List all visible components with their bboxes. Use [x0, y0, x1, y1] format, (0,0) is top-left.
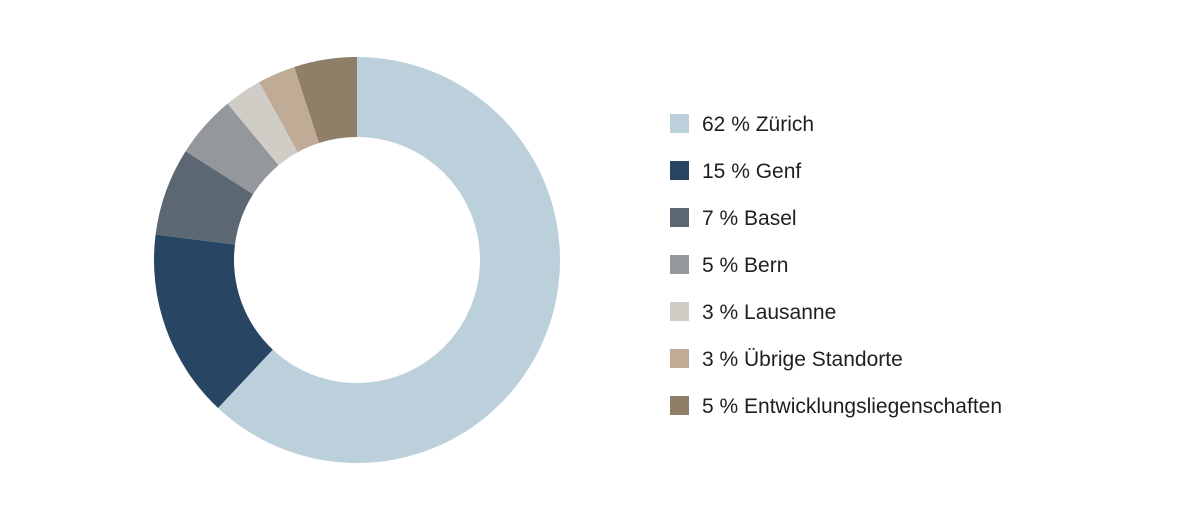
- legend-item: 7 % Basel: [670, 207, 797, 230]
- legend-item: 5 % Entwicklungsliegenschaften: [670, 395, 1002, 418]
- legend-item: 3 % Übrige Standorte: [670, 348, 903, 371]
- legend-swatch: [670, 255, 689, 274]
- legend-item: 5 % Bern: [670, 254, 788, 277]
- legend-label: 5 % Bern: [702, 254, 788, 277]
- legend-item: 62 % Zürich: [670, 113, 814, 136]
- legend-swatch: [670, 161, 689, 180]
- donut-slice-0: [218, 57, 561, 463]
- legend-swatch: [670, 396, 689, 415]
- legend-label: 15 % Genf: [702, 160, 801, 183]
- legend-item: 15 % Genf: [670, 160, 801, 183]
- donut-slice-2: [155, 151, 254, 245]
- donut-slice-6: [294, 57, 357, 144]
- legend-label: 5 % Entwicklungsliegenschaften: [702, 395, 1002, 418]
- legend-item: 3 % Lausanne: [670, 301, 836, 324]
- donut-slice-3: [185, 103, 279, 195]
- legend-swatch: [670, 302, 689, 321]
- legend: 62 % Zürich 15 % Genf 7 % Basel 5 % Bern 3 %…: [670, 113, 1002, 418]
- donut-slice-4: [227, 82, 298, 166]
- donut-slice-1: [154, 234, 273, 408]
- legend-swatch: [670, 349, 689, 368]
- legend-swatch: [670, 208, 689, 227]
- legend-swatch: [670, 114, 689, 133]
- legend-label: 62 % Zürich: [702, 113, 814, 136]
- legend-label: 3 % Lausanne: [702, 301, 836, 324]
- legend-label: 3 % Übrige Standorte: [702, 348, 903, 371]
- donut-slices: [154, 57, 561, 463]
- donut-slice-5: [259, 66, 319, 153]
- legend-label: 7 % Basel: [702, 207, 797, 230]
